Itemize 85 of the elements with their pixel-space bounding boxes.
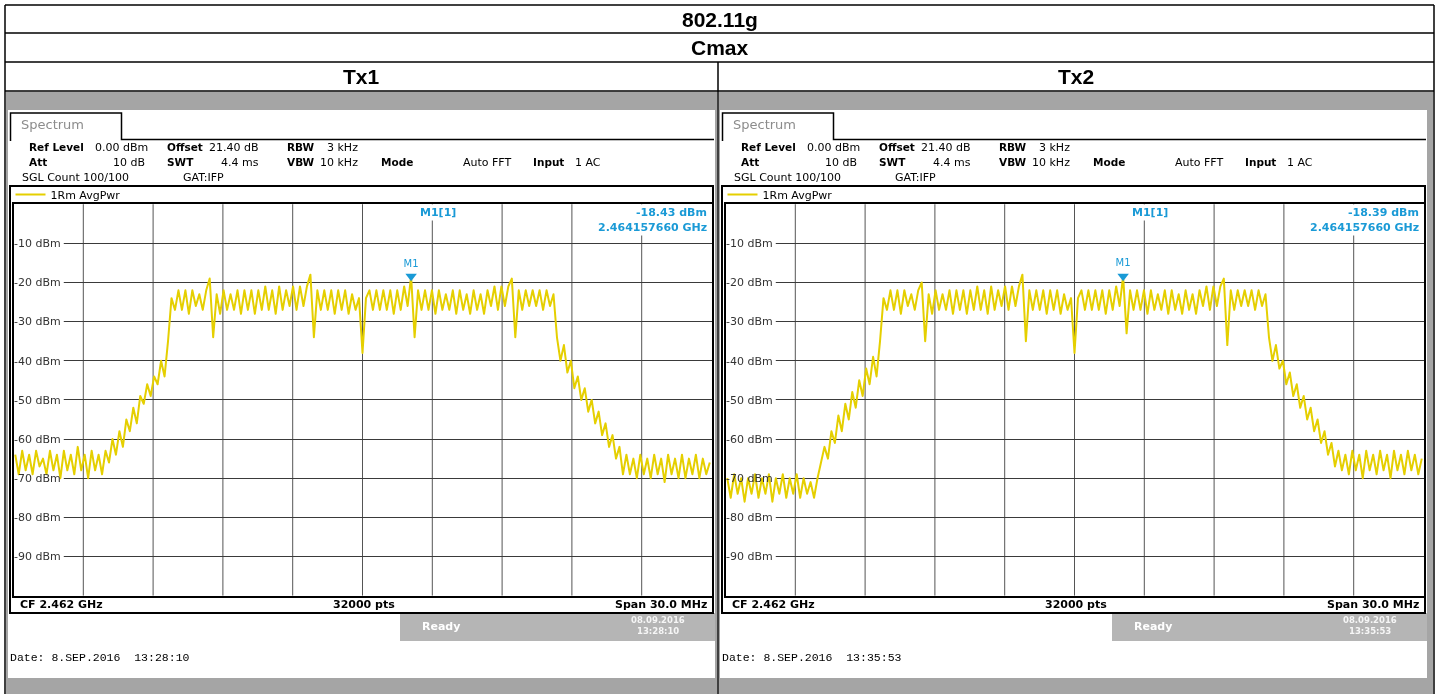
line-series — [726, 273, 1423, 503]
text: Spectrum — [733, 117, 796, 132]
annotation: 2.464157660 GHz — [1310, 221, 1420, 234]
y-tick-label: -90 dBm — [726, 550, 773, 564]
chart-title: Tx1 — [343, 65, 380, 88]
y-tick-label: -80 dBm — [726, 511, 773, 525]
text: CF 2.462 GHz — [20, 598, 103, 611]
text: 32000 pts — [1045, 598, 1108, 611]
text: Auto FFT — [463, 156, 512, 169]
annotation: -18.43 dBm — [636, 206, 707, 219]
text: RBW — [287, 141, 315, 153]
text: Cmax — [691, 36, 749, 59]
text: 13:35:53 — [1349, 626, 1392, 636]
annotation: 2.464157660 GHz — [598, 221, 708, 234]
text: 10 kHz — [320, 156, 359, 169]
text: GAT:IFP — [183, 171, 224, 184]
text: GAT:IFP — [895, 171, 936, 184]
text: SGL Count 100/100 — [734, 171, 841, 184]
y-tick-label: -10 dBm — [726, 237, 773, 251]
annotation: -18.39 dBm — [1348, 206, 1419, 219]
text: 1 AC — [1287, 156, 1313, 169]
series-label: M1 — [1115, 257, 1131, 269]
text: Date: 8.SEP.2016 13:35:53 — [722, 651, 902, 664]
text: SWT — [167, 156, 195, 168]
text: 32000 pts — [333, 598, 396, 611]
text: 10 kHz — [1032, 156, 1071, 169]
text: Spectrum — [21, 117, 84, 132]
text: CF 2.462 GHz — [732, 598, 815, 611]
y-tick-label: -40 dBm — [726, 354, 773, 368]
text: Span 30.0 MHz — [615, 598, 708, 611]
text: Mode — [1093, 156, 1126, 168]
text: Att — [29, 156, 48, 168]
text: 0.00 dBm — [95, 141, 149, 154]
series-label: M1 — [403, 257, 419, 269]
line-series — [14, 273, 711, 484]
text: RBW — [999, 141, 1027, 153]
y-tick-label: -20 dBm — [726, 276, 773, 290]
y-tick-label: -70 dBm — [14, 472, 61, 486]
text: SWT — [879, 156, 907, 168]
text: 3 kHz — [1039, 141, 1071, 154]
text: Date: 8.SEP.2016 13:28:10 — [10, 651, 190, 664]
text: Offset — [879, 141, 915, 153]
text: Ready — [1134, 620, 1173, 633]
text: SGL Count 100/100 — [22, 171, 129, 184]
annotation: M1[1] — [1132, 206, 1169, 219]
text: Span 30.0 MHz — [1327, 598, 1420, 611]
text: Ref Level — [741, 141, 796, 153]
y-tick-label: -50 dBm — [726, 393, 773, 407]
y-tick-label: -40 dBm — [14, 354, 61, 368]
text: Mode — [381, 156, 414, 168]
text: Input — [533, 156, 565, 168]
y-tick-label: -60 dBm — [14, 432, 61, 446]
text: Offset — [167, 141, 203, 153]
text: 10 dB — [113, 156, 146, 169]
y-tick-label: -80 dBm — [14, 511, 61, 525]
y-tick-label: -50 dBm — [14, 393, 61, 407]
y-tick-label: -30 dBm — [14, 315, 61, 329]
text: VBW — [287, 156, 315, 168]
legend-label: 1Rm AvgPwr — [50, 188, 121, 202]
y-tick-label: -30 dBm — [726, 315, 773, 329]
text: 08.09.2016 — [1343, 615, 1397, 625]
legend-label: 1Rm AvgPwr — [762, 188, 833, 202]
text: 802.11g — [682, 8, 758, 31]
text: Auto FFT — [1175, 156, 1224, 169]
text: 10 dB — [825, 156, 858, 169]
text: Input — [1245, 156, 1277, 168]
y-tick-label: -20 dBm — [14, 276, 61, 290]
text: 08.09.2016 — [631, 615, 685, 625]
text: 4.4 ms — [221, 156, 259, 169]
annotation: M1[1] — [420, 206, 457, 219]
y-tick-label: -10 dBm — [14, 237, 61, 251]
text: 3 kHz — [327, 141, 359, 154]
text: 0.00 dBm — [807, 141, 861, 154]
text: 21.40 dB — [209, 141, 259, 154]
text: 4.4 ms — [933, 156, 971, 169]
text: 21.40 dB — [921, 141, 971, 154]
text: Ref Level — [29, 141, 84, 153]
text: 1 AC — [575, 156, 601, 169]
text: Att — [741, 156, 760, 168]
chart-title: Tx2 — [1058, 65, 1095, 88]
text: VBW — [999, 156, 1027, 168]
y-tick-label: -90 dBm — [14, 550, 61, 564]
text: 13:28:10 — [637, 626, 680, 636]
text: Ready — [422, 620, 461, 633]
y-tick-label: -60 dBm — [726, 432, 773, 446]
